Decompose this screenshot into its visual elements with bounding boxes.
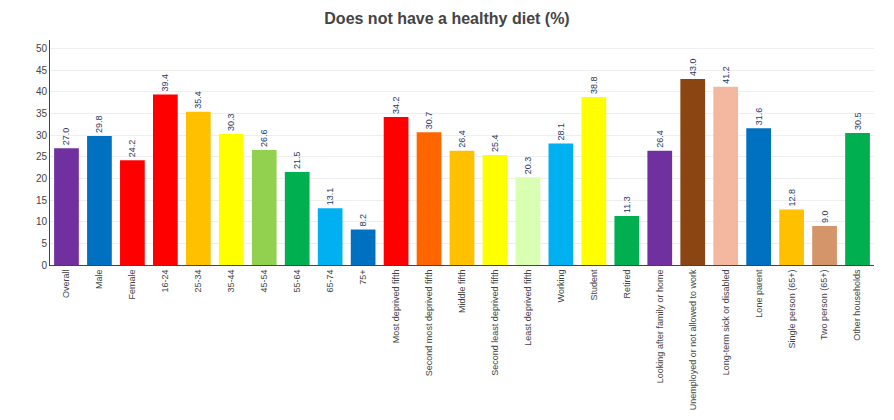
svg-text:Single person (65+): Single person (65+) [787,270,797,349]
svg-text:Least deprived fifth: Least deprived fifth [523,270,533,346]
svg-text:35: 35 [36,108,48,119]
svg-text:65-74: 65-74 [325,270,335,293]
svg-text:40: 40 [36,86,48,97]
svg-text:Two person (65+): Two person (65+) [819,270,829,340]
svg-text:38.8: 38.8 [589,77,599,95]
svg-text:25: 25 [36,151,48,162]
svg-text:Working: Working [556,270,566,303]
svg-text:Student: Student [589,269,599,301]
svg-text:29.8: 29.8 [94,116,104,134]
svg-text:45-54: 45-54 [259,270,269,293]
svg-text:8.2: 8.2 [358,214,368,227]
svg-text:Other households: Other households [852,269,862,341]
svg-text:Most deprived fifth: Most deprived fifth [391,270,401,344]
svg-text:Retired: Retired [622,270,632,299]
svg-text:Female: Female [127,270,137,300]
svg-text:41.2: 41.2 [721,66,731,84]
svg-text:9.0: 9.0 [820,211,830,224]
svg-text:Overall: Overall [61,270,71,299]
svg-text:Second least deprived fifth: Second least deprived fifth [490,270,500,376]
svg-text:24.2: 24.2 [127,140,137,158]
svg-text:55-64: 55-64 [292,270,302,293]
svg-text:30.5: 30.5 [853,112,863,130]
svg-text:Middle fifth: Middle fifth [457,270,467,314]
svg-text:26.4: 26.4 [457,130,467,148]
svg-text:31.6: 31.6 [754,108,764,126]
svg-text:20: 20 [36,173,48,184]
svg-text:30.3: 30.3 [226,113,236,131]
svg-text:21.5: 21.5 [292,151,302,169]
svg-text:26.4: 26.4 [655,130,665,148]
svg-text:30: 30 [36,130,48,141]
svg-text:10: 10 [36,216,48,227]
svg-text:20.3: 20.3 [523,157,533,175]
svg-text:35-44: 35-44 [226,270,236,293]
svg-text:43.0: 43.0 [688,58,698,76]
svg-text:Unemployed or not allowed to w: Unemployed or not allowed to work [688,269,698,410]
svg-text:50: 50 [36,43,48,54]
svg-text:Lone parent: Lone parent [754,269,764,318]
svg-text:Does not have a healthy diet (: Does not have a healthy diet (%) [324,10,569,27]
svg-text:12.8: 12.8 [787,189,797,207]
svg-text:Looking after family or home: Looking after family or home [655,270,665,384]
svg-text:45: 45 [36,65,48,76]
svg-text:16-24: 16-24 [160,270,170,293]
svg-text:27.0: 27.0 [61,128,71,146]
svg-text:34.2: 34.2 [391,96,401,114]
svg-text:26.6: 26.6 [259,129,269,147]
svg-text:39.4: 39.4 [160,74,170,92]
svg-text:5: 5 [41,238,47,249]
svg-text:35.4: 35.4 [193,91,203,109]
svg-text:11.3: 11.3 [622,196,632,213]
svg-text:Long-term sick or disabled: Long-term sick or disabled [721,270,731,376]
svg-text:15: 15 [36,195,48,206]
svg-text:Male: Male [94,270,104,290]
svg-text:75+: 75+ [358,270,368,285]
svg-text:13.1: 13.1 [325,188,335,206]
svg-text:0: 0 [41,260,47,271]
svg-text:25-34: 25-34 [193,270,203,293]
svg-text:Second most deprived fifth: Second most deprived fifth [424,270,434,377]
svg-text:30.7: 30.7 [424,112,434,130]
svg-text:25.4: 25.4 [490,135,500,153]
svg-text:28.1: 28.1 [556,123,566,141]
